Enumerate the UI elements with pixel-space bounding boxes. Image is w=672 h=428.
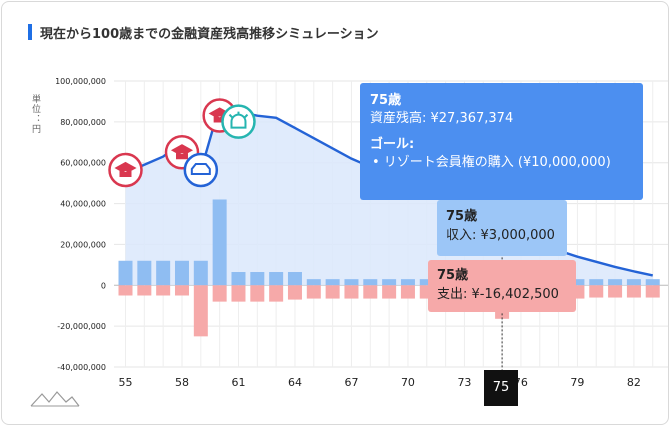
x-hover-label: 75 [484,370,518,406]
x-tick-label: 82 [627,376,641,389]
income-bar [363,279,378,286]
y-tick-label: 80,000,000 [60,118,106,127]
y-tick-label: -40,000,000 [57,363,106,372]
expense-bar [287,285,302,300]
income-bar [231,272,246,286]
income-bar [626,279,641,286]
tooltip-goal-item: • リゾート会員権の購入 (¥10,000,000) [372,155,611,170]
expense-bar [137,285,152,296]
expense-bar [325,285,340,299]
tooltip-balance: 75歳 資産残高: ¥27,367,374 ゴール: • リゾート会員権の購入 … [360,83,643,200]
tooltip-income-age: 75歳 [446,209,478,224]
income-bar [344,279,359,286]
expense-bar [174,285,189,296]
income-bar [645,279,660,286]
y-tick-label: 100,000,000 [55,77,106,86]
tooltip-balance-value: 資産残高: ¥27,367,374 [370,111,514,126]
expense-bar [306,285,321,299]
tooltip-income: 75歳 収入: ¥3,000,000 [437,200,567,256]
y-tick-label: 20,000,000 [60,240,106,249]
income-bar [250,272,265,286]
income-bar [156,260,171,286]
expense-bar [626,285,641,298]
expense-bar [193,285,208,337]
income-bar [118,260,133,286]
expense-bar [382,285,397,299]
y-unit-label: 単位：円 [30,94,40,134]
income-bar [589,279,604,286]
expense-bar [118,285,133,296]
income-bar [137,260,152,286]
graduation-cap-icon[interactable] [108,152,143,188]
mountain-logo-icon [30,391,80,407]
income-bar [608,279,623,286]
expense-bar [645,285,660,298]
x-tick-label: 67 [344,376,358,389]
y-tick-label: 60,000,000 [60,159,106,168]
expense-bar [344,285,359,299]
x-tick-label: 79 [570,376,584,389]
expense-bar [250,285,265,302]
income-bar [174,260,189,286]
x-tick-label: 55 [119,376,133,389]
tooltip-expense: 75歳 支出: ¥-16,402,500 [428,260,576,312]
income-bar [419,279,434,286]
income-bar [269,272,284,286]
expense-bar [269,285,284,302]
title-accent-bar [28,24,32,40]
income-bar [400,279,415,286]
car-icon[interactable] [183,152,219,188]
expense-bar [400,285,415,299]
tooltip-goal-heading: ゴール: [370,137,415,152]
tooltip-expense-age: 75歳 [437,268,469,283]
tooltip-income-value: 収入: ¥3,000,000 [446,228,555,243]
income-bar [570,279,585,286]
x-tick-label: 58 [175,376,189,389]
expense-bar [156,285,171,296]
alarm-icon[interactable] [221,104,256,139]
y-tick-label: 0 [101,281,106,290]
expense-bar [231,285,246,302]
income-bar [325,279,340,286]
income-bar [306,279,321,286]
expense-bar [608,285,623,298]
tooltip-expense-value: 支出: ¥-16,402,500 [437,287,559,302]
page-title: 現在から100歳までの金融資産残高推移シミュレーション [40,27,379,42]
expense-bar [363,285,378,299]
income-bar [212,199,227,286]
x-tick-label: 73 [457,376,471,389]
y-tick-label: -20,000,000 [57,322,106,331]
x-tick-label: 61 [231,376,245,389]
x-tick-label: 70 [401,376,415,389]
income-bar [287,272,302,286]
x-tick-label: 64 [288,376,302,389]
y-tick-label: 40,000,000 [60,200,106,209]
expense-bar [589,285,604,298]
income-bar [382,279,397,286]
expense-bar [212,285,227,302]
tooltip-age: 75歳 [370,93,402,108]
income-bar [193,260,208,286]
